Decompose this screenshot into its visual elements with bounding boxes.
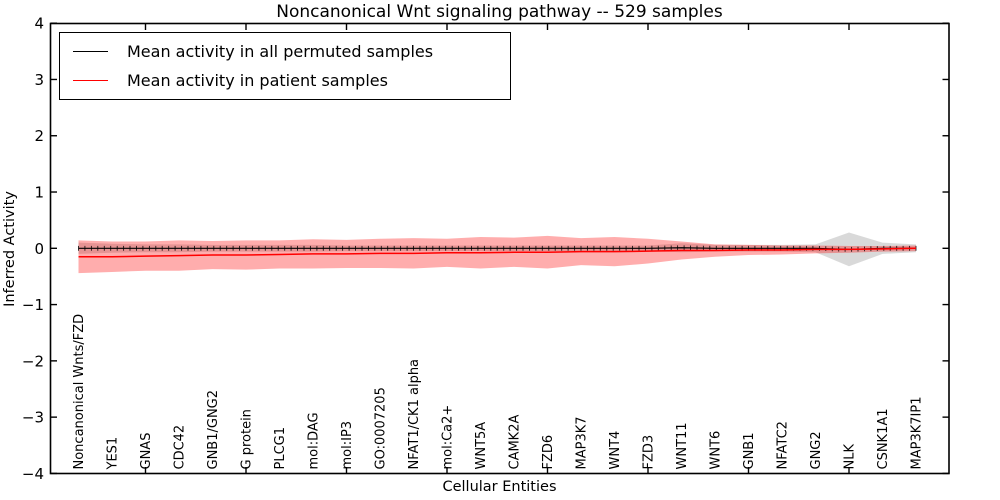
permuted-line-swatch (73, 51, 108, 52)
x-category-label: WNT4 (608, 431, 623, 470)
y-tick-label: 0 (34, 240, 44, 258)
y-tick-label: −1 (22, 296, 44, 314)
legend-label-patient: Mean activity in patient samples (127, 71, 388, 90)
y-tick-label: −2 (22, 352, 44, 370)
x-category-label: CAMK2A (508, 415, 523, 470)
x-category-label: CSNK1A1 (876, 408, 891, 469)
patient-mean-line (78, 247, 917, 258)
x-category-label: mol:DAG (307, 412, 322, 469)
x-category-label: MAP3K7IP1 (910, 397, 925, 470)
legend: Mean activity in all permuted samples Me… (59, 32, 511, 100)
chart-title: Noncanonical Wnt signaling pathway -- 52… (276, 2, 723, 22)
x-category-label: NLK (843, 444, 858, 470)
x-category-label: GNG2 (809, 431, 824, 469)
legend-label-permuted: Mean activity in all permuted samples (127, 42, 434, 61)
y-tick-label: −4 (22, 465, 44, 483)
x-category-label: GO:0007205 (374, 387, 389, 469)
x-category-label: GNB1 (742, 433, 757, 470)
patient-line-swatch (73, 80, 108, 81)
legend-item-permuted: Mean activity in all permuted samples (60, 37, 510, 66)
x-category-label: YES1 (106, 437, 121, 471)
x-category-label: CDC42 (173, 425, 188, 470)
x-category-label: GNB1/GNG2 (206, 390, 221, 470)
permuted-mean-line (78, 247, 916, 251)
x-category-label: PLCG1 (273, 427, 288, 470)
x-category-label: WNT5A (474, 422, 489, 470)
x-category-label: G protein (240, 409, 255, 469)
x-category-label: NFATC2 (776, 421, 791, 469)
x-category-label: mol:Ca2+ (441, 405, 456, 470)
x-category-label: FZD6 (541, 435, 556, 470)
x-category-label: MAP3K7 (575, 416, 590, 469)
x-category-label: NFAT1/CK1 alpha (407, 359, 422, 470)
x-category-label: WNT6 (709, 431, 724, 470)
x-category-label: mol:IP3 (340, 421, 355, 470)
x-category-label: FZD3 (642, 435, 657, 470)
y-tick-label: 4 (34, 15, 44, 33)
x-category-label: Noncanonical Wnts/FZD (72, 314, 87, 470)
y-axis-label: Inferred Activity (2, 191, 18, 307)
x-category-label: WNT11 (675, 422, 690, 469)
x-category-label: GNAS (139, 433, 154, 470)
y-tick-label: −3 (22, 409, 44, 427)
x-axis-label: Cellular Entities (442, 479, 557, 495)
y-tick-label: 3 (34, 71, 44, 89)
y-tick-label: 1 (34, 184, 44, 202)
patient-std-band (78, 235, 916, 274)
legend-item-patient: Mean activity in patient samples (60, 66, 510, 95)
y-tick-label: 2 (34, 127, 44, 145)
